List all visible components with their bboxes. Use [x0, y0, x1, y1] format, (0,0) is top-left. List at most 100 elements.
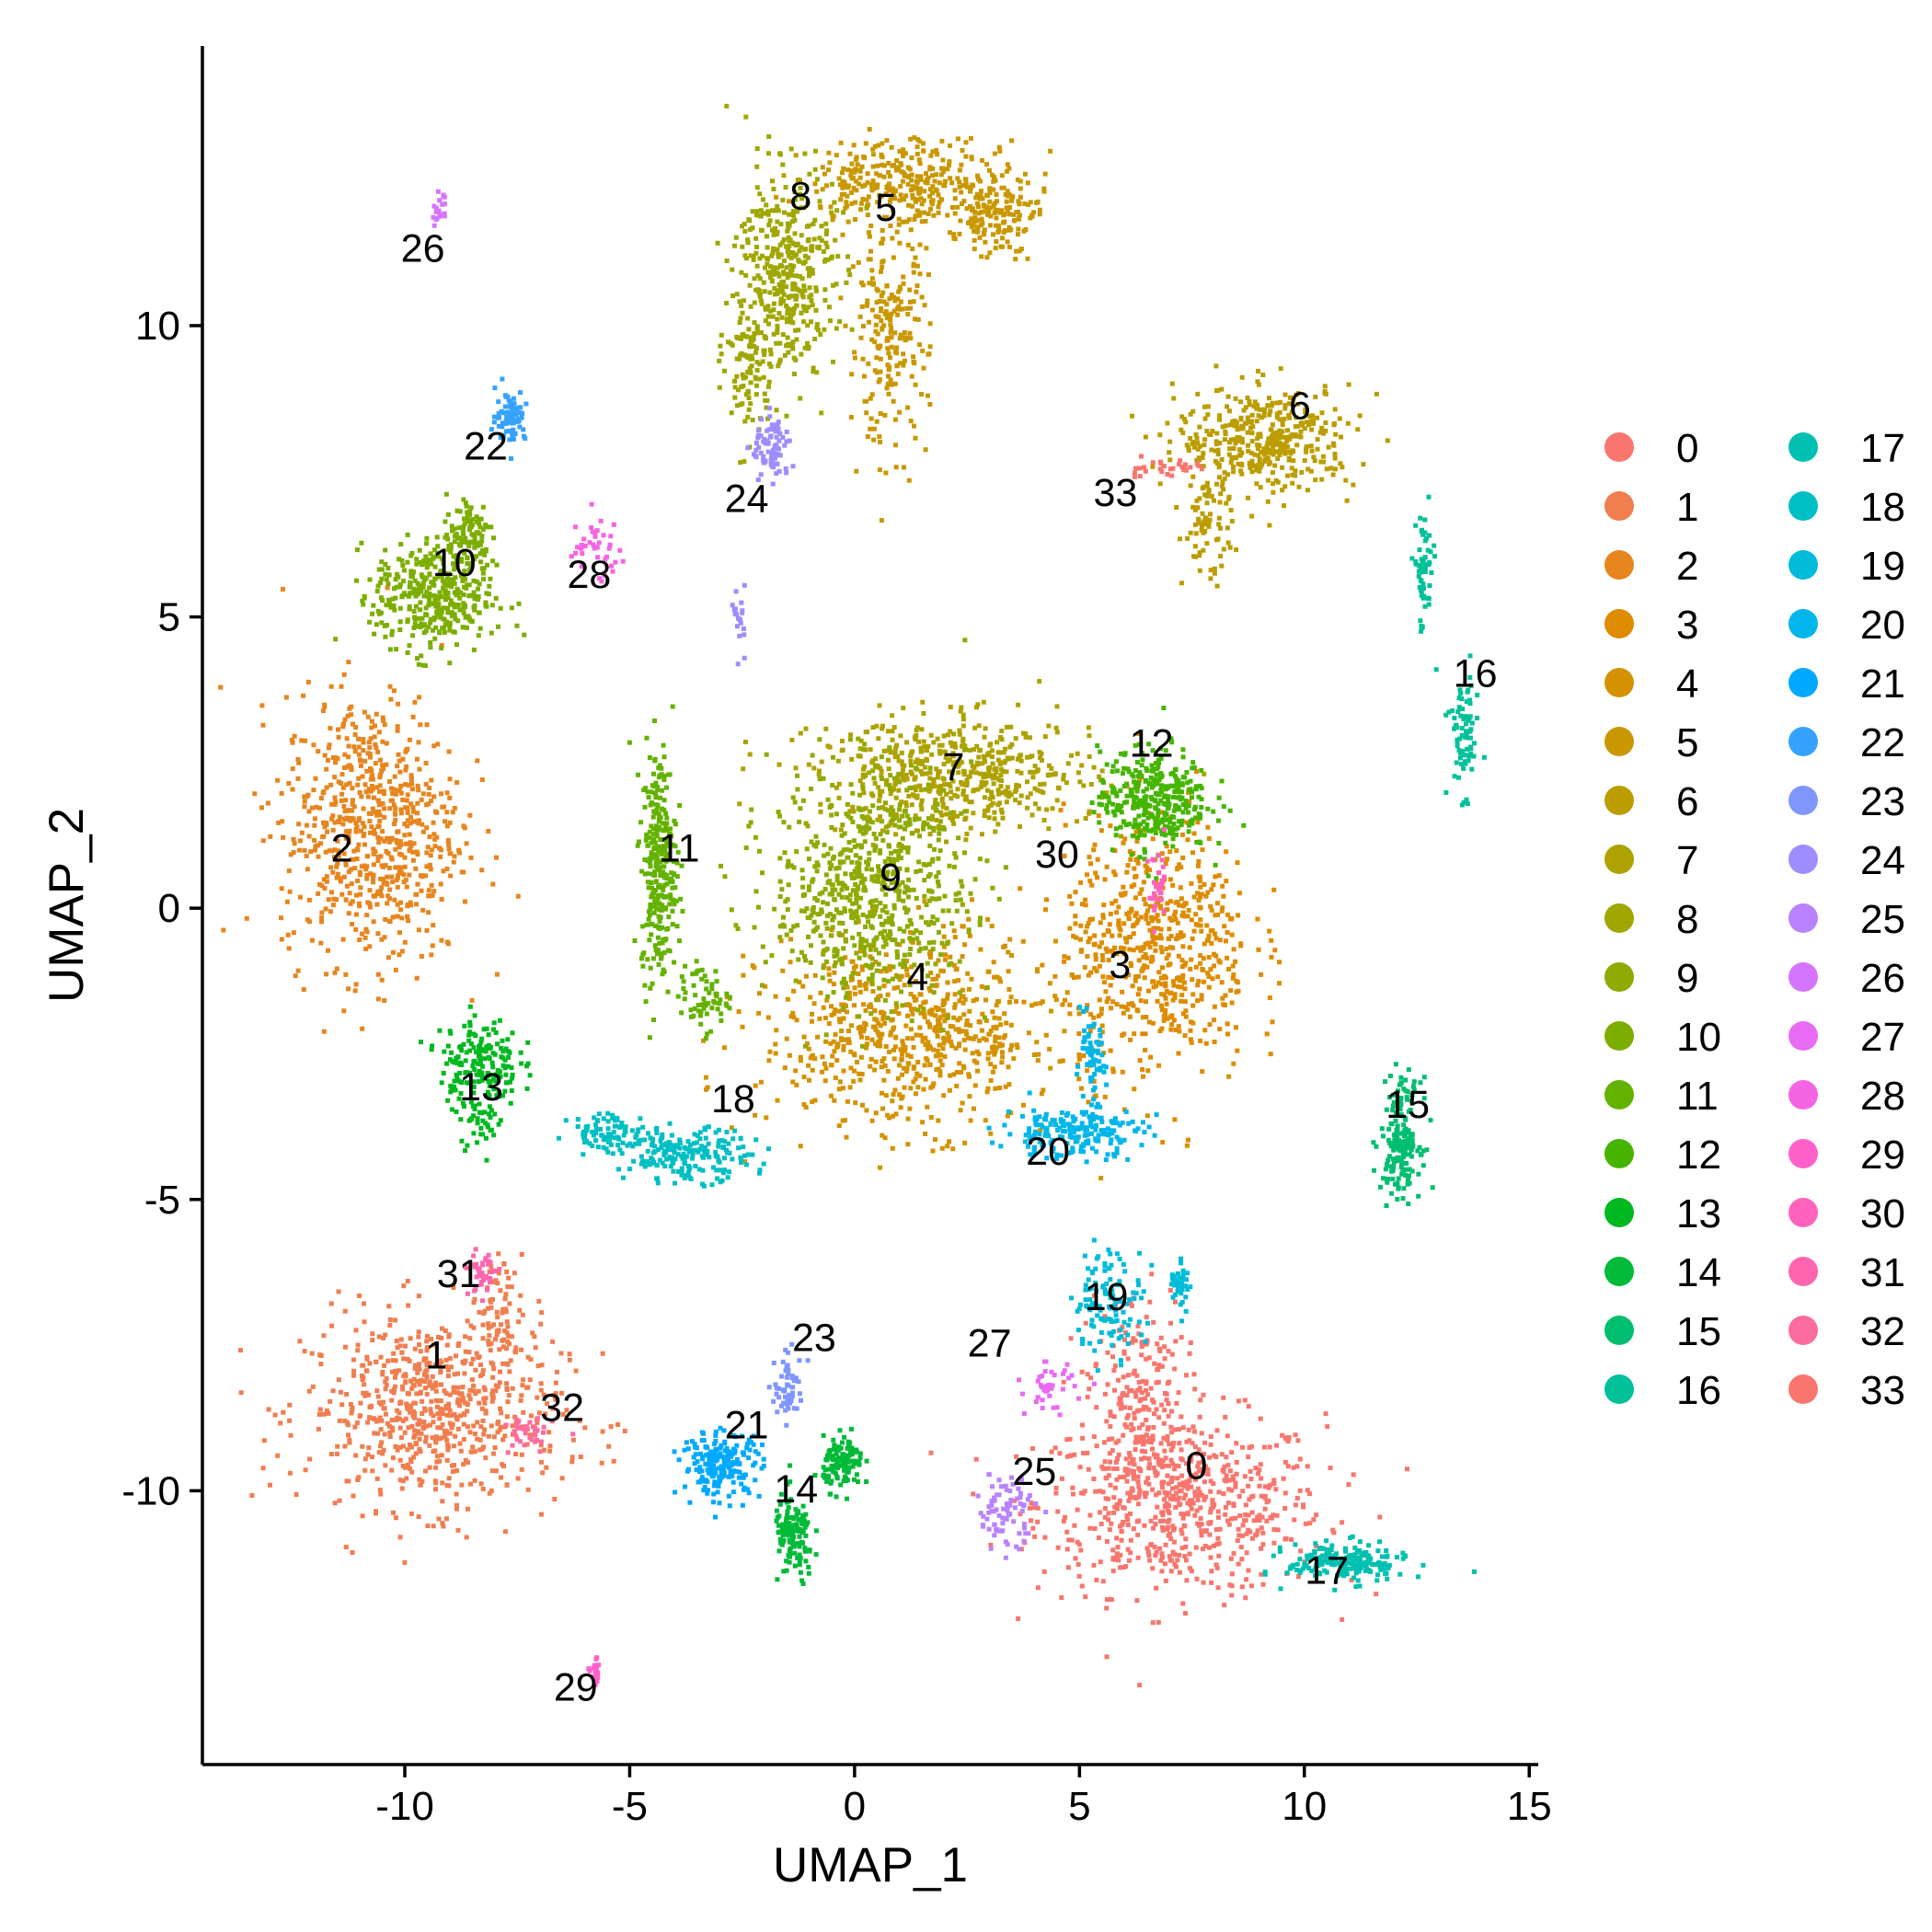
legend-label: 10	[1676, 1015, 1721, 1060]
cluster-27-points	[1017, 1359, 1097, 1418]
x-tick-label: -10	[375, 1784, 434, 1829]
legend-label: 24	[1860, 838, 1905, 883]
cluster-label-18: 18	[711, 1077, 755, 1121]
cluster-25-point-cloud	[975, 1472, 1049, 1560]
cluster-label-28: 28	[567, 553, 611, 597]
legend-swatch	[1604, 903, 1634, 933]
legend-item-24: 24	[1788, 838, 1905, 883]
y-axis-title: UMAP_2	[40, 808, 94, 1003]
cluster-label-16: 16	[1454, 652, 1498, 696]
legend-swatch	[1788, 1374, 1818, 1404]
cluster-18-points	[557, 1110, 771, 1189]
cluster-label-31: 31	[437, 1252, 481, 1296]
legend-label: 31	[1860, 1250, 1905, 1295]
legend-swatch	[1788, 1257, 1818, 1286]
cluster-17-point-cloud	[1262, 1534, 1477, 1593]
cluster-label-22: 22	[464, 425, 508, 469]
cluster-label-33: 33	[1093, 471, 1137, 515]
cluster-20-point-cloud	[986, 1005, 1159, 1165]
scatter-points	[218, 103, 1487, 1688]
legend-swatch	[1788, 845, 1818, 874]
y-tick-label: 0	[158, 886, 180, 931]
legend-label: 7	[1676, 838, 1698, 883]
legend-swatch	[1788, 1080, 1818, 1110]
legend-item-26: 26	[1788, 956, 1905, 1001]
cluster-10-points	[333, 491, 527, 668]
legend: 0123456789101112131415161718192021222324…	[1604, 426, 1905, 1413]
cluster-23-point-cloud	[766, 1341, 811, 1428]
legend-label: 1	[1676, 485, 1698, 530]
legend-label: 29	[1860, 1133, 1905, 1178]
legend-item-33: 33	[1788, 1368, 1905, 1413]
cluster-label-21: 21	[725, 1403, 769, 1447]
x-axis-title: UMAP_1	[773, 1838, 968, 1892]
legend-item-17: 17	[1788, 426, 1905, 471]
cluster-label-19: 19	[1085, 1275, 1129, 1319]
legend-item-27: 27	[1788, 1015, 1905, 1060]
cluster-20-points	[986, 1005, 1159, 1165]
legend-label: 13	[1676, 1191, 1721, 1236]
legend-label: 15	[1676, 1309, 1721, 1354]
legend-item-25: 25	[1788, 897, 1905, 942]
cluster-16-points	[1409, 494, 1487, 808]
legend-item-9: 9	[1604, 956, 1698, 1001]
cluster-label-32: 32	[540, 1386, 584, 1430]
x-tick-label: 0	[844, 1784, 866, 1829]
cluster-25-points	[975, 1472, 1049, 1560]
legend-item-11: 11	[1604, 1074, 1719, 1119]
cluster-21-points	[672, 1425, 766, 1520]
legend-swatch	[1604, 1021, 1634, 1051]
legend-swatch	[1604, 962, 1634, 992]
legend-item-3: 3	[1604, 603, 1698, 648]
legend-label: 25	[1860, 897, 1905, 942]
cluster-11-points	[627, 704, 732, 1041]
legend-swatch	[1788, 1139, 1818, 1168]
cluster-9-point-cloud	[719, 638, 1008, 1049]
legend-swatch	[1604, 727, 1634, 756]
legend-swatch	[1788, 550, 1818, 580]
legend-label: 16	[1676, 1368, 1721, 1413]
y-tick-label: 10	[135, 304, 180, 349]
y-tick-label: -10	[121, 1468, 180, 1513]
legend-item-21: 21	[1788, 661, 1905, 707]
legend-item-15: 15	[1604, 1309, 1721, 1354]
legend-label: 23	[1860, 779, 1905, 824]
legend-label: 32	[1860, 1309, 1905, 1354]
cluster-label-11: 11	[659, 827, 700, 871]
cluster-3-points	[1018, 731, 1282, 1148]
cluster-label-3: 3	[1109, 943, 1131, 987]
y-tick-label: -5	[144, 1178, 180, 1223]
legend-item-16: 16	[1604, 1368, 1721, 1413]
cluster-3-point-cloud	[1018, 731, 1282, 1148]
cluster-label-0: 0	[1185, 1444, 1207, 1489]
legend-label: 17	[1860, 426, 1905, 471]
cluster-14-point-cloud	[774, 1426, 869, 1586]
legend-label: 3	[1676, 603, 1698, 648]
cluster-label-30: 30	[1035, 833, 1079, 877]
cluster-label-29: 29	[554, 1665, 598, 1709]
legend-swatch	[1788, 727, 1818, 756]
legend-item-6: 6	[1604, 779, 1698, 824]
legend-swatch	[1604, 1080, 1634, 1110]
cluster-30-point-cloud	[1144, 827, 1167, 935]
legend-label: 30	[1860, 1191, 1905, 1236]
cluster-label-7: 7	[942, 745, 964, 789]
x-axis-ticks: -10 -5 0 5 10 15	[375, 1765, 1552, 1829]
legend-label: 8	[1676, 897, 1698, 942]
legend-swatch	[1604, 432, 1634, 462]
cluster-label-15: 15	[1386, 1083, 1430, 1127]
legend-item-19: 19	[1788, 544, 1905, 589]
cluster-32-points	[503, 1416, 576, 1455]
cluster-15-point-cloud	[1371, 1062, 1435, 1208]
legend-item-5: 5	[1604, 720, 1698, 765]
cluster-13-point-cloud	[419, 1004, 533, 1163]
legend-item-30: 30	[1788, 1191, 1905, 1236]
cluster-26-points	[431, 189, 448, 228]
cluster-7-point-cloud	[737, 679, 1207, 864]
cluster-10-point-cloud	[333, 491, 527, 668]
cluster-14-points	[774, 1426, 869, 1586]
cluster-5-point-cloud	[774, 127, 1053, 523]
legend-swatch	[1604, 550, 1634, 580]
legend-label: 2	[1676, 544, 1698, 589]
